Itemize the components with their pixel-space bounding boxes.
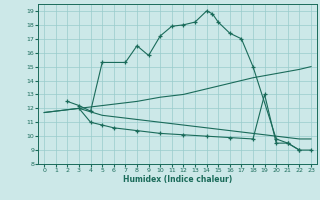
X-axis label: Humidex (Indice chaleur): Humidex (Indice chaleur) [123, 175, 232, 184]
